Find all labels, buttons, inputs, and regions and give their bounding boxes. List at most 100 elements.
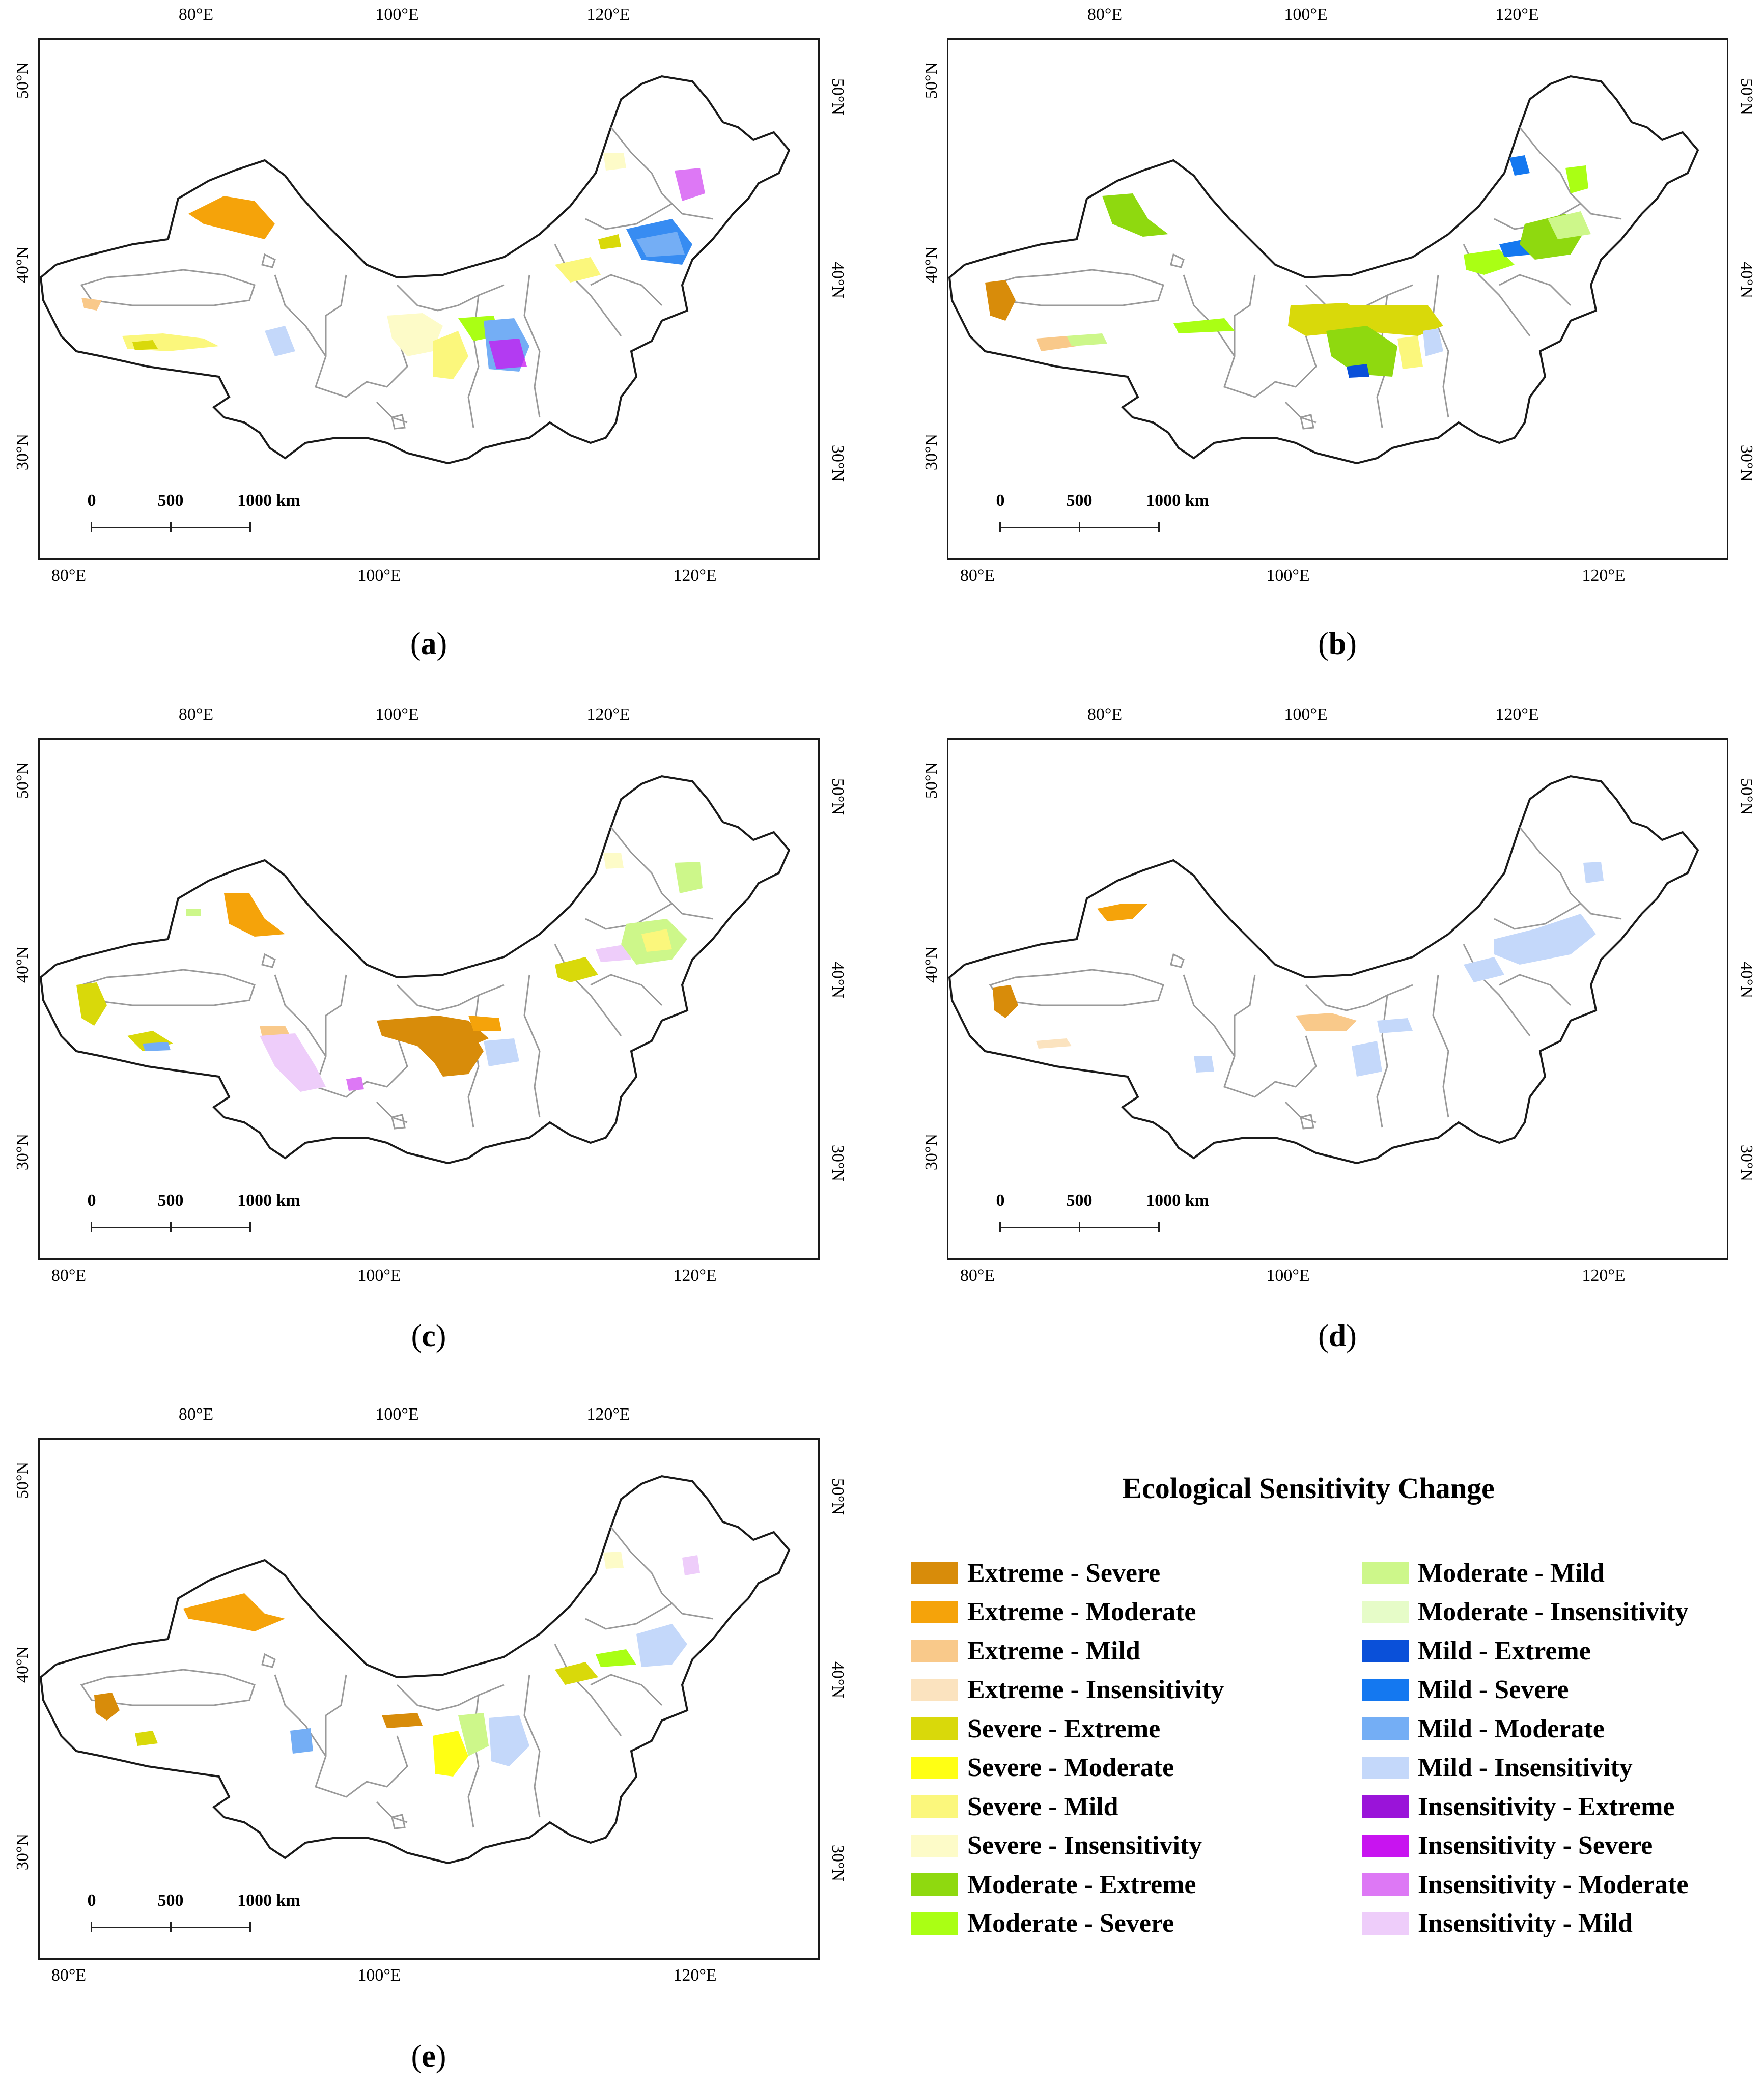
scale-label-1000: 1000 km [237,1191,300,1210]
legend-swatch [911,1640,958,1662]
scale-label-1000: 1000 km [1146,1191,1209,1210]
legend-item: Moderate - Mild [1362,1558,1605,1588]
scale-label-500: 500 [157,1891,184,1910]
top-tick: 100°E [375,705,419,724]
legend-label: Extreme - Moderate [967,1597,1196,1626]
bottom-tick: 100°E [357,1966,401,1985]
top-tick: 120°E [586,5,630,24]
scale-tick [999,522,1001,532]
scale-tick [249,522,251,532]
bottom-tick: 120°E [673,1266,717,1285]
scale-label-500: 500 [157,1191,184,1210]
top-tick: 100°E [375,1405,419,1424]
legend-swatch [1362,1795,1409,1818]
change-patches [94,1552,700,1777]
scale-label-500: 500 [157,491,184,510]
scale-tick [170,522,172,532]
scale-label-1000: 1000 km [237,491,300,510]
legend-label: Severe - Insensitivity [967,1831,1202,1860]
change-patches [81,153,705,379]
region-map [948,75,1699,464]
legend-item: Mild - Extreme [1362,1636,1591,1666]
legend-swatch [1362,1756,1409,1779]
panel-caption: (c) [411,1319,446,1354]
scale-label-0: 0 [996,491,1005,510]
legend-swatch [911,1756,958,1779]
panel-caption: (e) [411,2039,446,2074]
legend-item: Severe - Extreme [911,1713,1160,1744]
legend-item: Severe - Moderate [911,1753,1174,1783]
top-tick: 120°E [586,1405,630,1424]
legend-swatch [911,1795,958,1818]
top-tick: 120°E [1495,5,1539,24]
legend-label: Moderate - Extreme [967,1870,1196,1899]
bottom-tick: 100°E [1266,566,1310,585]
legend-label: Mild - Moderate [1418,1714,1605,1743]
legend-item: Severe - Insensitivity [911,1830,1202,1861]
scale-label-500: 500 [1066,1191,1093,1210]
legend-item: Mild - Insensitivity [1362,1753,1633,1783]
legend-item: Mild - Moderate [1362,1713,1605,1744]
top-tick: 80°E [178,1405,214,1424]
legend-item: Insensitivity - Extreme [1362,1791,1675,1822]
legend-swatch [911,1873,958,1896]
legend-item: Extreme - Severe [911,1558,1160,1588]
legend-label: Moderate - Insensitivity [1418,1597,1689,1626]
bottom-tick: 120°E [673,1966,717,1985]
legend-swatch [1362,1678,1409,1701]
legend-swatch [911,1600,958,1623]
legend-item: Severe - Mild [911,1791,1118,1822]
legend-label: Severe - Mild [967,1792,1118,1821]
top-tick: 120°E [586,705,630,724]
scale-tick [1158,522,1160,532]
panel-caption: (d) [1318,1319,1357,1354]
scale-label-0: 0 [87,1191,96,1210]
scale-tick [170,1922,172,1932]
legend-title: Ecological Sensitivity Change [1122,1472,1495,1505]
legend-swatch [1362,1717,1409,1740]
bottom-tick: 80°E [960,1266,995,1285]
change-patches [993,862,1604,1077]
region-map [948,775,1699,1164]
scale-label-1000: 1000 km [237,1891,300,1910]
legend-swatch [1362,1873,1409,1896]
legend-item: Extreme - Insensitivity [911,1675,1224,1705]
scale-label-500: 500 [1066,491,1093,510]
bottom-tick: 80°E [51,1266,87,1285]
top-tick: 80°E [178,5,214,24]
scale-tick [1158,1222,1160,1232]
legend-label: Extreme - Severe [967,1558,1161,1588]
legend-item: Insensitivity - Mild [1362,1908,1633,1939]
legend-swatch [911,1834,958,1857]
legend-swatch [1362,1562,1409,1584]
bottom-tick: 80°E [960,566,995,585]
region-map [40,775,790,1164]
scale-tick [999,1222,1001,1232]
top-tick: 80°E [1087,705,1123,724]
top-tick: 100°E [1284,705,1328,724]
legend-swatch [1362,1912,1409,1935]
legend-label: Insensitivity - Severe [1418,1831,1653,1860]
bottom-tick: 80°E [51,1966,87,1985]
scale-tick [91,522,92,532]
legend-item: Insensitivity - Moderate [1362,1869,1688,1900]
legend-item: Moderate - Insensitivity [1362,1597,1688,1627]
legend-label: Mild - Extreme [1418,1636,1591,1666]
legend-label: Moderate - Severe [967,1909,1174,1938]
legend-swatch [1362,1834,1409,1857]
scale-label-0: 0 [996,1191,1005,1210]
legend-swatch [1362,1600,1409,1623]
bottom-tick: 120°E [1582,566,1626,585]
panel-caption: (a) [410,627,447,661]
legend-label: Moderate - Mild [1418,1558,1605,1588]
change-patches [76,853,703,1092]
legend-swatch [1362,1640,1409,1662]
legend-label: Severe - Extreme [967,1714,1161,1743]
scale-label-0: 0 [87,1891,96,1910]
scale-tick [1079,522,1080,532]
top-tick: 120°E [1495,705,1539,724]
bottom-tick: 100°E [1266,1266,1310,1285]
legend-label: Insensitivity - Moderate [1418,1870,1689,1899]
scale-tick [249,1922,251,1932]
legend-label: Extreme - Insensitivity [967,1675,1224,1704]
